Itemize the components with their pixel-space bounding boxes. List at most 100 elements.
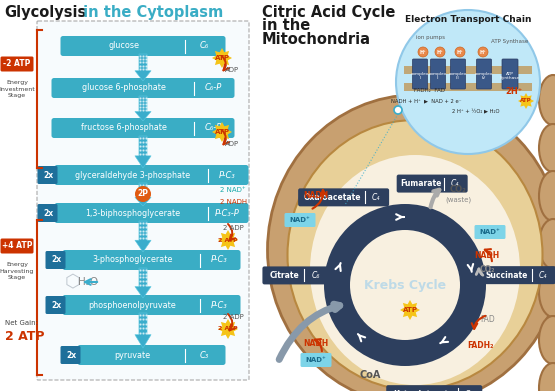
Text: FADH₂  FAD: FADH₂ FAD bbox=[415, 88, 446, 93]
Text: C₆-P: C₆-P bbox=[204, 124, 221, 133]
FancyBboxPatch shape bbox=[480, 266, 555, 284]
Text: (waste): (waste) bbox=[445, 197, 471, 203]
Text: 2x: 2x bbox=[43, 208, 53, 217]
Text: 2 H⁺ + ½O₂ ▶ H₂O: 2 H⁺ + ½O₂ ▶ H₂O bbox=[452, 108, 500, 113]
FancyBboxPatch shape bbox=[386, 385, 482, 391]
Polygon shape bbox=[212, 122, 232, 142]
Circle shape bbox=[435, 47, 445, 57]
Text: C₆-P: C₆-P bbox=[204, 84, 221, 93]
Text: complex
III: complex III bbox=[449, 72, 467, 80]
Polygon shape bbox=[135, 183, 151, 206]
Text: Ketoglutarate: Ketoglutarate bbox=[393, 390, 453, 391]
Polygon shape bbox=[135, 136, 151, 168]
Text: glyceraldehyde 3-phosphate: glyceraldehyde 3-phosphate bbox=[75, 170, 190, 179]
Text: ion pumps: ion pumps bbox=[416, 36, 445, 41]
Circle shape bbox=[455, 47, 465, 57]
Polygon shape bbox=[518, 93, 534, 109]
Text: 2 NAD⁺: 2 NAD⁺ bbox=[220, 187, 246, 193]
Text: Glycolysis: Glycolysis bbox=[4, 5, 86, 20]
Text: ATP: ATP bbox=[402, 307, 417, 313]
Text: 2 ATP: 2 ATP bbox=[218, 237, 238, 242]
Text: 2x: 2x bbox=[51, 255, 61, 264]
FancyBboxPatch shape bbox=[300, 353, 331, 367]
Text: glucose: glucose bbox=[108, 41, 139, 50]
Text: -2 ATP: -2 ATP bbox=[3, 59, 31, 68]
Text: CO₂: CO₂ bbox=[450, 185, 466, 194]
Text: ATP: ATP bbox=[520, 99, 532, 104]
Text: NADH + H⁺  ▶  NAD + 2 e⁻: NADH + H⁺ ▶ NAD + 2 e⁻ bbox=[391, 99, 461, 104]
Text: C₄: C₄ bbox=[538, 271, 547, 280]
Text: FADH₂: FADH₂ bbox=[467, 341, 493, 350]
FancyBboxPatch shape bbox=[1, 57, 33, 72]
Polygon shape bbox=[218, 230, 238, 250]
Text: P-C₃: P-C₃ bbox=[219, 170, 235, 179]
FancyBboxPatch shape bbox=[404, 83, 532, 91]
FancyBboxPatch shape bbox=[54, 165, 249, 185]
Ellipse shape bbox=[539, 171, 555, 221]
Polygon shape bbox=[212, 48, 232, 68]
FancyBboxPatch shape bbox=[397, 174, 468, 193]
Text: 2 ATP: 2 ATP bbox=[5, 330, 44, 343]
Text: +4 ATP: +4 ATP bbox=[2, 242, 32, 251]
FancyBboxPatch shape bbox=[46, 296, 65, 314]
Text: Krebs Cycle: Krebs Cycle bbox=[364, 278, 446, 292]
Text: H₂O: H₂O bbox=[78, 277, 98, 287]
FancyBboxPatch shape bbox=[38, 166, 58, 184]
Text: 2x: 2x bbox=[66, 350, 76, 359]
FancyBboxPatch shape bbox=[412, 59, 427, 89]
Text: ATP
Synthase: ATP Synthase bbox=[500, 72, 520, 80]
Text: 2H⁺: 2H⁺ bbox=[506, 88, 523, 97]
Text: P-C₃: P-C₃ bbox=[211, 301, 228, 310]
Ellipse shape bbox=[539, 316, 555, 364]
Text: 2 ADP: 2 ADP bbox=[223, 314, 244, 320]
FancyBboxPatch shape bbox=[46, 251, 65, 269]
Circle shape bbox=[324, 204, 486, 366]
FancyBboxPatch shape bbox=[78, 345, 225, 365]
Text: phosphoenolpyruvate: phosphoenolpyruvate bbox=[89, 301, 176, 310]
Text: complex
II: complex II bbox=[429, 72, 447, 80]
Text: Mitochondria: Mitochondria bbox=[262, 32, 371, 47]
Ellipse shape bbox=[539, 124, 555, 172]
FancyBboxPatch shape bbox=[37, 21, 249, 380]
FancyBboxPatch shape bbox=[60, 36, 225, 56]
FancyBboxPatch shape bbox=[502, 59, 518, 89]
Text: 2x: 2x bbox=[51, 301, 61, 310]
Text: NAD⁺: NAD⁺ bbox=[306, 357, 326, 363]
FancyBboxPatch shape bbox=[431, 59, 446, 89]
Text: Electron Transport Chain: Electron Transport Chain bbox=[405, 14, 531, 23]
Text: CO₂: CO₂ bbox=[480, 265, 495, 274]
Text: C₄: C₄ bbox=[372, 193, 380, 202]
FancyBboxPatch shape bbox=[54, 203, 249, 223]
Text: C₆: C₆ bbox=[311, 271, 320, 280]
FancyBboxPatch shape bbox=[285, 213, 315, 227]
Ellipse shape bbox=[268, 95, 555, 391]
Text: Succinate: Succinate bbox=[486, 271, 528, 280]
Text: Energy
Investment
Stage: Energy Investment Stage bbox=[0, 80, 35, 98]
Text: fructose 6-phosphate: fructose 6-phosphate bbox=[81, 124, 167, 133]
FancyBboxPatch shape bbox=[451, 59, 466, 89]
Text: NADH: NADH bbox=[304, 339, 329, 348]
Ellipse shape bbox=[539, 219, 555, 269]
FancyBboxPatch shape bbox=[63, 295, 240, 315]
Text: Net Gain:: Net Gain: bbox=[5, 320, 38, 326]
Text: complex
IV: complex IV bbox=[475, 72, 493, 80]
FancyBboxPatch shape bbox=[52, 118, 235, 138]
Ellipse shape bbox=[287, 120, 542, 390]
FancyBboxPatch shape bbox=[60, 346, 80, 364]
Text: 2 NADH: 2 NADH bbox=[220, 199, 247, 205]
Text: 2x: 2x bbox=[43, 170, 53, 179]
Text: 3-phosphoglycerate: 3-phosphoglycerate bbox=[92, 255, 173, 264]
Text: H⁺: H⁺ bbox=[420, 50, 426, 54]
Ellipse shape bbox=[539, 267, 555, 317]
Text: pyruvate: pyruvate bbox=[114, 350, 150, 359]
Text: NADH: NADH bbox=[475, 251, 500, 260]
Ellipse shape bbox=[539, 75, 555, 125]
Text: FAD: FAD bbox=[481, 316, 496, 325]
Text: 2 ATP: 2 ATP bbox=[218, 326, 238, 332]
Text: ATP: ATP bbox=[214, 129, 230, 135]
FancyBboxPatch shape bbox=[298, 188, 389, 206]
Circle shape bbox=[135, 186, 151, 202]
Text: in the: in the bbox=[262, 18, 310, 34]
Polygon shape bbox=[135, 54, 151, 81]
Circle shape bbox=[350, 230, 460, 340]
